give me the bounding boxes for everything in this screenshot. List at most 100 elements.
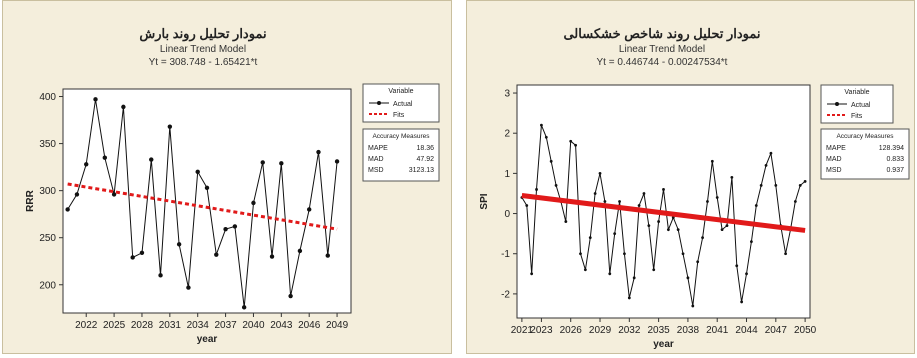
series-actual-point bbox=[167, 124, 173, 129]
x-tick-label: 2035 bbox=[647, 325, 670, 336]
x-tick-label: 2031 bbox=[159, 320, 182, 331]
series-actual-point bbox=[623, 252, 626, 256]
accuracy-value: 0.937 bbox=[886, 167, 904, 174]
series-fits-line bbox=[67, 182, 338, 231]
series-actual-point bbox=[588, 236, 592, 240]
series-actual-point bbox=[706, 200, 709, 203]
series-actual-point bbox=[710, 159, 714, 163]
series-actual-point bbox=[93, 97, 98, 102]
chart-svg-rainfall: نمودار تحلیل روند بارش Linear Trend Model… bbox=[25, 26, 440, 345]
series-actual-point bbox=[564, 220, 568, 223]
accuracy-title: Accuracy Measures bbox=[372, 133, 430, 140]
accuracy-label: MAD bbox=[368, 156, 384, 163]
x-tick-label: 2049 bbox=[326, 320, 349, 331]
chart-title: نمودار تحلیل روند بارش bbox=[139, 26, 266, 42]
series-actual-point bbox=[111, 192, 117, 197]
series-actual-point bbox=[725, 224, 729, 228]
legend-title: Variable bbox=[844, 89, 869, 96]
series-actual-point bbox=[260, 160, 265, 165]
x-tick-label: 2028 bbox=[131, 320, 154, 331]
series-actual-point bbox=[241, 305, 247, 310]
series-actual-point bbox=[65, 207, 70, 212]
series-actual-point bbox=[627, 296, 631, 300]
accuracy-title: Accuracy Measures bbox=[836, 133, 894, 140]
y-axis-label: SPI bbox=[479, 193, 490, 209]
x-axis-label: year bbox=[197, 334, 218, 345]
legend-actual-marker bbox=[835, 102, 839, 106]
series-actual-point bbox=[603, 200, 607, 203]
series-actual-point bbox=[691, 304, 695, 308]
series-actual-point bbox=[750, 240, 753, 244]
series-actual-point bbox=[288, 293, 293, 299]
series-actual-point bbox=[139, 250, 145, 255]
series-actual-point bbox=[334, 159, 340, 164]
series-actual-point bbox=[618, 200, 621, 203]
y-tick-label: -2 bbox=[501, 289, 510, 300]
series-actual-point bbox=[251, 200, 256, 206]
series-actual-point bbox=[583, 268, 587, 272]
accuracy-value: 47.92 bbox=[416, 156, 434, 163]
series-actual-point bbox=[652, 268, 656, 272]
series-actual-point bbox=[676, 228, 680, 232]
accuracy-label: MAPE bbox=[826, 145, 846, 152]
accuracy-value: 0.833 bbox=[886, 156, 904, 163]
series-actual-point bbox=[297, 248, 303, 254]
x-axis-label: year bbox=[653, 339, 674, 350]
accuracy-box bbox=[362, 128, 440, 182]
accuracy-box bbox=[820, 128, 910, 180]
series-actual-point bbox=[593, 192, 597, 195]
series-actual-point bbox=[740, 300, 744, 304]
chart-title: نمودار تحلیل روند شاخص خشکسالی bbox=[563, 26, 760, 42]
y-tick-label: 2 bbox=[504, 129, 510, 140]
x-tick-label: 2023 bbox=[530, 325, 553, 336]
series-actual-point bbox=[232, 224, 238, 229]
legend-box bbox=[362, 83, 440, 123]
series-actual-point bbox=[774, 184, 778, 187]
accuracy-label: MAD bbox=[826, 156, 842, 163]
series-actual-point bbox=[769, 151, 773, 155]
accuracy-value: 128.394 bbox=[879, 145, 904, 152]
series-actual-point bbox=[632, 276, 636, 280]
series-actual-point bbox=[130, 255, 135, 260]
series-actual-point bbox=[316, 149, 321, 155]
series-actual-point bbox=[701, 236, 704, 240]
series-actual-point bbox=[223, 227, 228, 232]
legend-actual-label: Actual bbox=[393, 101, 413, 108]
series-actual-point bbox=[803, 180, 807, 183]
legend-title: Variable bbox=[388, 88, 413, 95]
series-actual-point bbox=[544, 135, 548, 139]
series-actual-point bbox=[647, 224, 651, 228]
series-actual-point bbox=[662, 188, 665, 191]
x-tick-label: 2041 bbox=[706, 325, 729, 336]
y-axis-label: RRR bbox=[25, 189, 36, 211]
series-actual-point bbox=[798, 184, 802, 187]
x-tick-label: 2038 bbox=[677, 325, 700, 336]
series-actual-point bbox=[745, 272, 748, 276]
series-actual-point bbox=[715, 196, 719, 199]
series-actual-point bbox=[579, 252, 582, 256]
series-actual-point bbox=[696, 260, 700, 264]
trend-equation: Yt = 308.748 - 1.65421*t bbox=[149, 57, 258, 68]
y-tick-label: 350 bbox=[39, 139, 56, 150]
series-actual-point bbox=[759, 184, 763, 187]
trend-chart-rainfall: نمودار تحلیل روند بارش Linear Trend Model… bbox=[2, 0, 452, 354]
series-actual-point bbox=[149, 157, 154, 162]
series-actual-point bbox=[535, 188, 538, 191]
y-tick-label: 250 bbox=[39, 233, 56, 244]
series-actual-point bbox=[530, 272, 534, 276]
x-tick-label: 2044 bbox=[735, 325, 758, 336]
series-actual-point bbox=[121, 104, 126, 110]
series-actual-point bbox=[540, 123, 543, 127]
series-actual-point bbox=[102, 155, 108, 160]
series-actual-point bbox=[269, 254, 275, 259]
x-tick-label: 2021 bbox=[511, 325, 534, 336]
accuracy-label: MAPE bbox=[368, 145, 388, 152]
series-actual-point bbox=[784, 252, 787, 256]
series-actual-point bbox=[657, 220, 661, 223]
series-actual-point bbox=[569, 139, 573, 143]
series-actual-point bbox=[720, 228, 724, 232]
series-actual-point bbox=[574, 143, 577, 147]
y-tick-label: 0 bbox=[504, 209, 510, 220]
x-tick-label: 2025 bbox=[103, 320, 126, 331]
series-actual-point bbox=[279, 161, 284, 166]
